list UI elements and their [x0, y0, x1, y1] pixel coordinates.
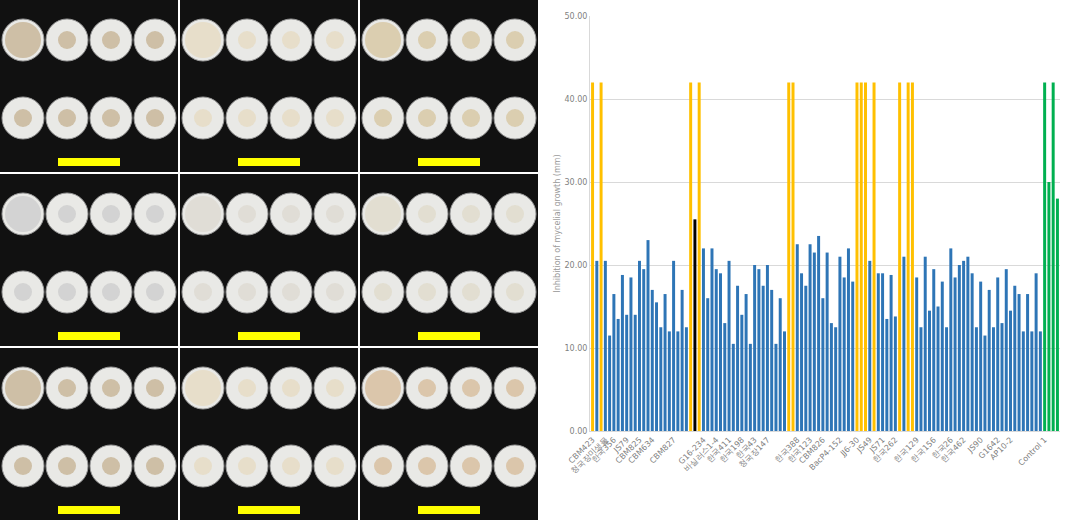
svg-text:G16-234: G16-234	[677, 435, 708, 466]
svg-text:CBM423: CBM423	[567, 435, 597, 465]
svg-text:G1642: G1642	[977, 435, 1002, 460]
svg-text:JS71: JS71	[867, 435, 887, 455]
svg-text:바실러스1-4: 바실러스1-4	[682, 435, 720, 473]
svg-text:Control 1: Control 1	[1017, 435, 1049, 467]
svg-text:JS90: JS90	[965, 435, 985, 455]
svg-text:한국123: 한국123	[786, 435, 814, 463]
svg-text:CBM634: CBM634	[627, 435, 657, 465]
svg-text:CBM825: CBM825	[614, 435, 644, 465]
svg-text:한국26: 한국26	[930, 435, 955, 460]
svg-text:JS49: JS49	[854, 435, 874, 455]
svg-text:한국262: 한국262	[871, 435, 899, 463]
svg-text:한국198: 한국198	[718, 435, 746, 463]
svg-text:한국388: 한국388	[773, 435, 801, 463]
svg-text:AP10-2: AP10-2	[988, 435, 1014, 461]
svg-text:한국156: 한국156	[910, 435, 938, 463]
svg-text:10.00: 10.00	[564, 344, 587, 353]
svg-text:한국43: 한국43	[734, 435, 759, 460]
svg-text:JS79: JS79	[611, 435, 631, 455]
svg-text:50.00: 50.00	[564, 12, 587, 21]
svg-text:한국462: 한국462	[939, 435, 967, 463]
svg-text:청국장147: 청국장147	[738, 435, 772, 469]
svg-text:한국129: 한국129	[892, 435, 920, 463]
svg-text:40.00: 40.00	[564, 95, 587, 104]
svg-text:한국356: 한국356	[590, 435, 618, 463]
svg-text:CBM827: CBM827	[648, 435, 678, 465]
svg-text:한국411: 한국411	[705, 435, 733, 463]
svg-text:청국장미생물: 청국장미생물	[569, 435, 609, 475]
svg-text:0.00: 0.00	[570, 427, 588, 436]
svg-text:CBM826: CBM826	[797, 435, 827, 465]
svg-text:JJ6-30: JJ6-30	[838, 435, 861, 458]
svg-text:20.00: 20.00	[564, 261, 587, 270]
svg-text:Inhibition of mycelial growth: Inhibition of mycelial growth (mm)	[553, 154, 562, 292]
svg-text:30.00: 30.00	[564, 178, 587, 187]
svg-text:BacP4-152: BacP4-152	[808, 435, 845, 472]
